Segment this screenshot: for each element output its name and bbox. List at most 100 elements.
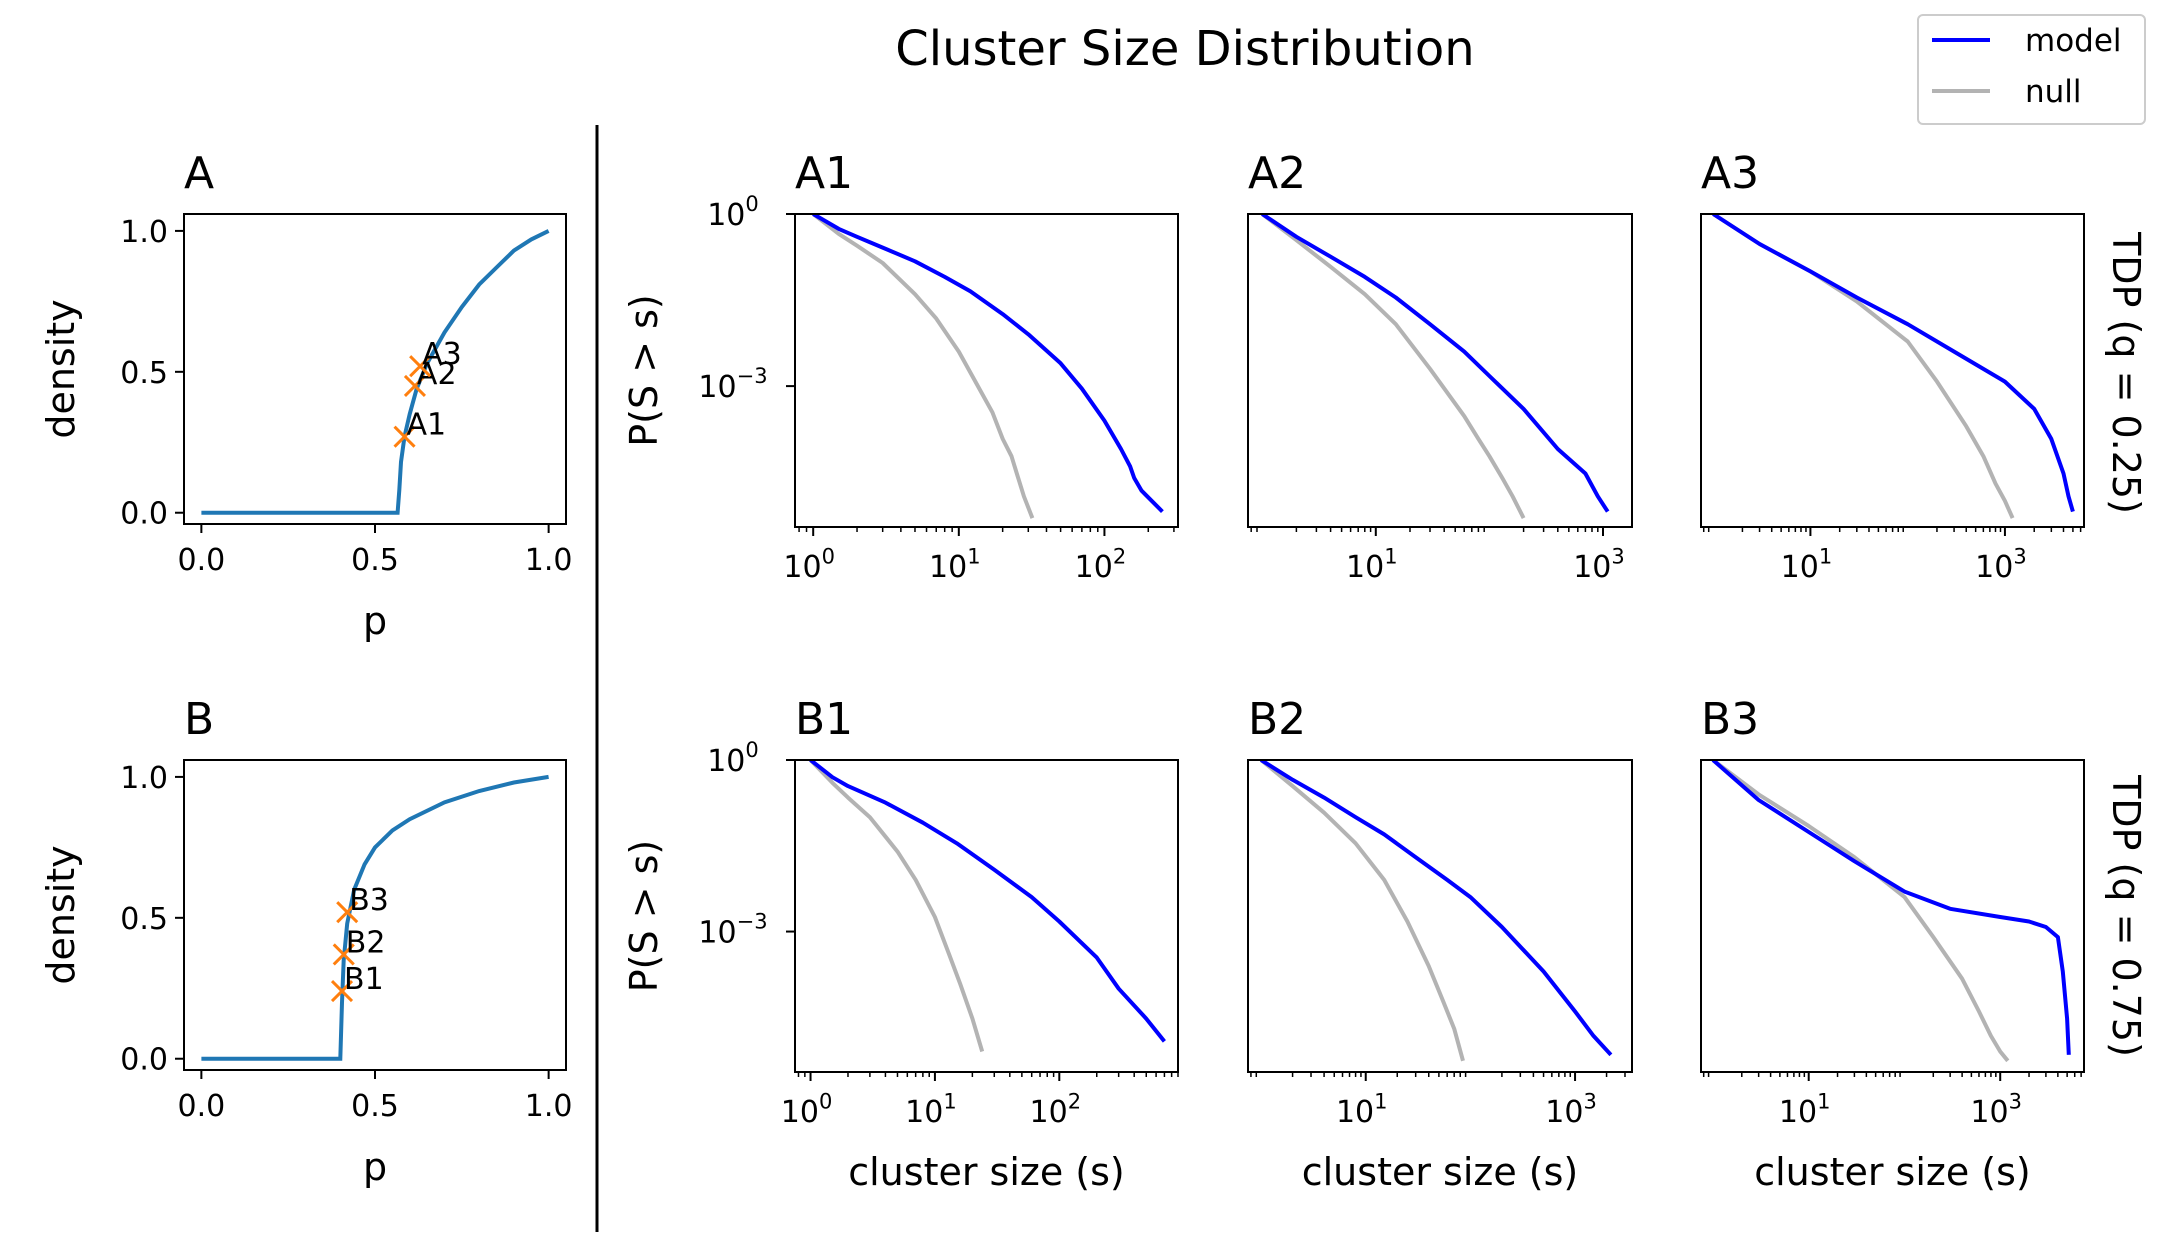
row-label-top: TDP (q = 0.25) (2104, 231, 2148, 514)
x-tick-label: 0.0 (178, 1089, 226, 1124)
plot-frame (183, 213, 567, 525)
plot-frame (794, 213, 1179, 528)
series-model-line (809, 760, 1166, 1043)
x-tick-label: 102 (1075, 545, 1127, 586)
y-axis-label: density (39, 845, 83, 984)
y-tick-label: 0.5 (120, 356, 168, 391)
chart-a2: A2 101 103 (1247, 148, 1633, 586)
marker-a1 (393, 425, 416, 448)
marker-a3 (409, 355, 432, 378)
y-tick-label: 0.5 (120, 902, 168, 937)
x-tick-label: 103 (1975, 545, 2027, 586)
panel-title-b1: B1 (795, 694, 853, 745)
plot-frame (183, 759, 567, 1071)
x-tick-label: 0.5 (351, 543, 399, 578)
series-null-line (1259, 760, 1465, 1062)
series-null-line (1260, 214, 1526, 520)
series-null-line (1711, 760, 2010, 1063)
x-tick-label: 101 (1781, 545, 1833, 586)
marker-stroke (403, 374, 426, 397)
plot-frame (794, 759, 1179, 1073)
marker-stroke (409, 355, 432, 378)
legend-box (1917, 14, 2146, 125)
x-axis-label: cluster size (s) (1302, 1150, 1579, 1194)
chart-a3: A3 101 103 (1700, 148, 2085, 586)
legend: model null (1917, 14, 2146, 125)
chart-a1: A1 100 101 102 100 10−3 P(S > s) (622, 148, 1179, 586)
panel-title-a3: A3 (1701, 148, 1759, 199)
series-model-line (1261, 214, 1610, 513)
x-tick-label: 100 (783, 545, 835, 586)
legend-model-label: model (2025, 23, 2122, 59)
marker-label-b3: B3 (349, 883, 389, 918)
y-tick-label: 1.0 (120, 215, 168, 250)
x-tick-label: 101 (1779, 1090, 1831, 1131)
x-tick-label: 101 (1346, 545, 1398, 586)
marker-stroke (330, 980, 354, 1003)
marker-label-a1: A1 (407, 408, 447, 443)
marker-label-b1: B1 (344, 962, 384, 997)
marker-stroke (332, 943, 355, 966)
series-model-line (1711, 760, 2071, 1055)
figure-title: Cluster Size Distribution (895, 21, 1474, 77)
y-tick-label: 0.0 (120, 497, 168, 532)
marker-label-a3: A3 (422, 337, 462, 372)
panel-title-a2: A2 (1248, 148, 1306, 199)
panel-title-b: B (184, 694, 214, 745)
series-null-line (811, 214, 1035, 519)
chart-b1: B1 100 101 102 100 10−3 cluster size (s) P(S > … (622, 694, 1179, 1194)
x-tick-label: 103 (1970, 1090, 2022, 1131)
y-axis-label: density (39, 299, 83, 438)
x-tick-label: 103 (1545, 1090, 1597, 1131)
plot-frame (1700, 213, 2085, 528)
y-tick-label: 10−3 (698, 364, 767, 405)
y-axis-label: P(S > s) (622, 294, 666, 446)
panel-title-b3: B3 (1701, 694, 1759, 745)
x-axis-label: p (363, 599, 387, 643)
series-model-line (1260, 760, 1613, 1057)
series-null-line (809, 760, 985, 1053)
chart-b2: B2 101 103 cluster size (s) (1247, 694, 1633, 1194)
x-axis-label: cluster size (s) (1754, 1150, 2031, 1194)
y-axis-label: P(S > s) (622, 840, 666, 992)
x-tick-label: 0.5 (351, 1089, 399, 1124)
x-tick-label: 101 (929, 545, 981, 586)
x-tick-label: 103 (1573, 545, 1625, 586)
row-label-bottom: TDP (q = 0.75) (2104, 774, 2148, 1057)
x-tick-label: 101 (905, 1090, 957, 1131)
marker-b1 (330, 980, 354, 1003)
marker-label-b2: B2 (346, 925, 386, 960)
marker-b2 (332, 943, 355, 966)
x-tick-label: 100 (781, 1090, 833, 1131)
plot-frame (1247, 759, 1633, 1073)
series-model-line (1712, 214, 2075, 513)
x-tick-label: 1.0 (525, 1089, 573, 1124)
x-axis-label: p (363, 1145, 387, 1189)
y-tick-label: 100 (707, 192, 759, 233)
density-curve (201, 229, 550, 515)
plot-frame (1700, 759, 2085, 1073)
marker-a2 (403, 374, 426, 397)
y-tick-label: 100 (707, 738, 759, 779)
y-tick-label: 1.0 (120, 761, 168, 796)
panel-title-a1: A1 (795, 148, 853, 199)
x-tick-label: 1.0 (525, 543, 573, 578)
legend-null-label: null (2025, 74, 2082, 110)
plot-frame (1247, 213, 1633, 528)
x-tick-label: 0.0 (178, 543, 226, 578)
y-tick-label: 10−3 (698, 910, 767, 951)
x-tick-label: 101 (1336, 1090, 1388, 1131)
x-axis-label: cluster size (s) (848, 1150, 1125, 1194)
panel-title-a: A (184, 148, 214, 199)
marker-stroke (336, 901, 359, 924)
chart-b3: B3 101 103 cluster size (s) (1700, 694, 2085, 1194)
series-model-line (812, 214, 1164, 514)
density-curve (201, 774, 549, 1061)
marker-b3 (336, 901, 359, 924)
x-tick-label: 102 (1030, 1090, 1082, 1131)
panel-title-b2: B2 (1248, 694, 1306, 745)
series-null-line (1712, 214, 2015, 519)
